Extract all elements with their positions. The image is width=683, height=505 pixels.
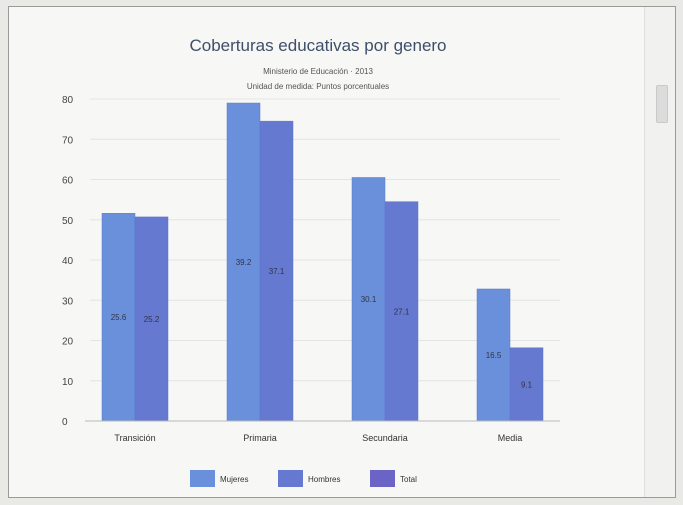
bars bbox=[101, 102, 544, 422]
chart-subtitle: Ministerio de Educación · 2013 bbox=[263, 67, 373, 76]
legend-swatch-mujeres[interactable] bbox=[190, 470, 215, 487]
bar-mujeres-3[interactable] bbox=[476, 288, 511, 422]
data-label: 16.5 bbox=[486, 351, 502, 360]
legend-swatch-total[interactable] bbox=[370, 470, 395, 487]
bar-hombres-2[interactable] bbox=[384, 201, 419, 422]
legend-label[interactable]: Mujeres bbox=[220, 475, 248, 484]
x-tick-label: Primaria bbox=[243, 433, 277, 443]
x-axis-ticks: Transición Primaria Secundaria Media bbox=[114, 433, 522, 443]
data-label: 27.1 bbox=[394, 307, 410, 316]
data-label: 25.2 bbox=[144, 315, 160, 324]
data-label: 30.1 bbox=[361, 295, 377, 304]
bar-mujeres-1[interactable] bbox=[226, 102, 261, 422]
x-tick-label: Media bbox=[498, 433, 523, 443]
y-tick-label: 50 bbox=[62, 216, 74, 227]
legend-label[interactable]: Hombres bbox=[308, 475, 340, 484]
y-tick-label: 10 bbox=[62, 377, 74, 388]
y-tick-label: 40 bbox=[62, 256, 74, 267]
data-label: 9.1 bbox=[521, 380, 533, 389]
y-axis-ticks: 0 10 20 30 40 50 60 70 80 bbox=[62, 95, 74, 428]
y-tick-label: 70 bbox=[62, 135, 74, 146]
side-panel bbox=[644, 7, 675, 497]
scrollbar-thumb[interactable] bbox=[656, 85, 668, 123]
legend-swatch-hombres[interactable] bbox=[278, 470, 303, 487]
bar-hombres-3[interactable] bbox=[509, 347, 544, 422]
bar-hombres-1[interactable] bbox=[259, 120, 294, 422]
y-tick-label: 20 bbox=[62, 337, 74, 348]
legend-label[interactable]: Total bbox=[400, 475, 417, 484]
bar-hombres-0[interactable] bbox=[134, 216, 169, 422]
y-tick-label: 0 bbox=[62, 417, 68, 428]
bar-mujeres-2[interactable] bbox=[351, 177, 386, 422]
chart-subtitle-units: Unidad de medida: Puntos porcentuales bbox=[247, 82, 389, 91]
legend: Mujeres Hombres Total bbox=[190, 470, 417, 487]
data-label: 39.2 bbox=[236, 258, 252, 267]
y-tick-label: 80 bbox=[62, 95, 74, 106]
data-label: 25.6 bbox=[111, 313, 127, 322]
y-tick-label: 60 bbox=[62, 176, 74, 187]
data-label: 37.1 bbox=[269, 267, 285, 276]
x-tick-label: Transición bbox=[114, 433, 155, 443]
data-labels: 25.6 25.2 39.2 37.1 30.1 27.1 16.5 9.1 bbox=[111, 258, 533, 389]
chart-title: Coberturas educativas por genero bbox=[189, 36, 446, 55]
x-tick-label: Secundaria bbox=[362, 433, 408, 443]
y-tick-label: 30 bbox=[62, 296, 74, 307]
